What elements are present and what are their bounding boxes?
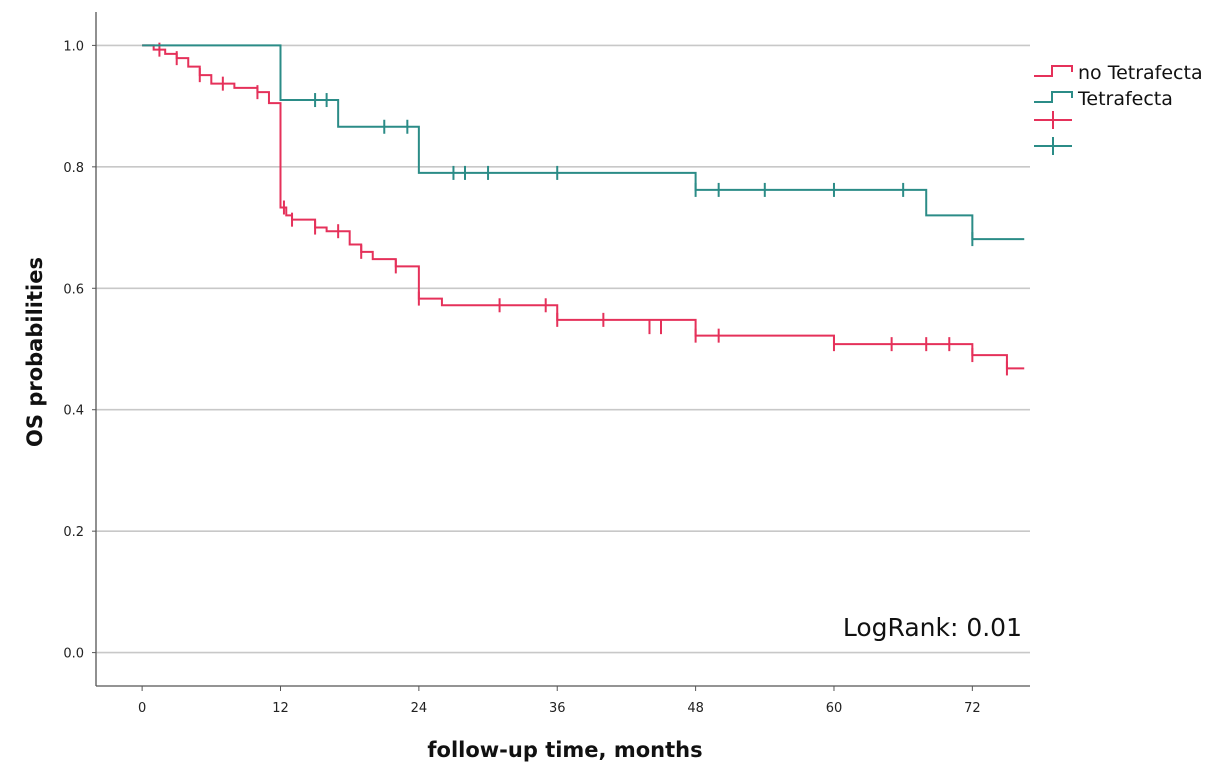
x-tick-label: 36 bbox=[549, 701, 566, 716]
legend: no Tetrafecta Tetrafecta bbox=[1034, 62, 1203, 155]
y-tick-label: 0.0 bbox=[63, 647, 84, 662]
logrank-annotation: LogRank: 0.01 bbox=[843, 613, 1022, 642]
x-tick-label: 48 bbox=[687, 701, 704, 716]
series-line-tetrafecta bbox=[142, 44, 1025, 241]
series-lines bbox=[142, 42, 1025, 376]
x-tick-label: 0 bbox=[138, 701, 146, 716]
y-tick-label: 0.8 bbox=[63, 161, 84, 176]
x-tick-label: 60 bbox=[826, 701, 843, 716]
legend-swatch-tetrafecta bbox=[1034, 91, 1073, 103]
x-axis-title: follow-up time, months bbox=[427, 738, 702, 762]
x-tick-label: 12 bbox=[272, 701, 289, 716]
legend-label-tetrafecta: Tetrafecta bbox=[1077, 88, 1173, 110]
legend-swatch-no-tetrafecta bbox=[1034, 65, 1073, 77]
tick-labels: 0.0 0.2 0.4 0.6 0.8 1.0 0 12 24 36 48 60 72 bbox=[63, 39, 980, 716]
series-line-no-tetrafecta bbox=[142, 44, 1025, 370]
y-axis-title: OS probabilities bbox=[23, 257, 47, 447]
legend-label-no-tetrafecta: no Tetrafecta bbox=[1078, 62, 1203, 84]
y-tick-label: 1.0 bbox=[63, 39, 84, 54]
y-tick-label: 0.2 bbox=[63, 525, 84, 540]
x-tick-label: 24 bbox=[411, 701, 428, 716]
x-tick-label: 72 bbox=[964, 701, 981, 716]
y-tick-label: 0.6 bbox=[63, 282, 84, 297]
gridlines bbox=[96, 44, 1030, 654]
axes bbox=[95, 12, 1030, 687]
y-tick-label: 0.4 bbox=[63, 404, 84, 419]
